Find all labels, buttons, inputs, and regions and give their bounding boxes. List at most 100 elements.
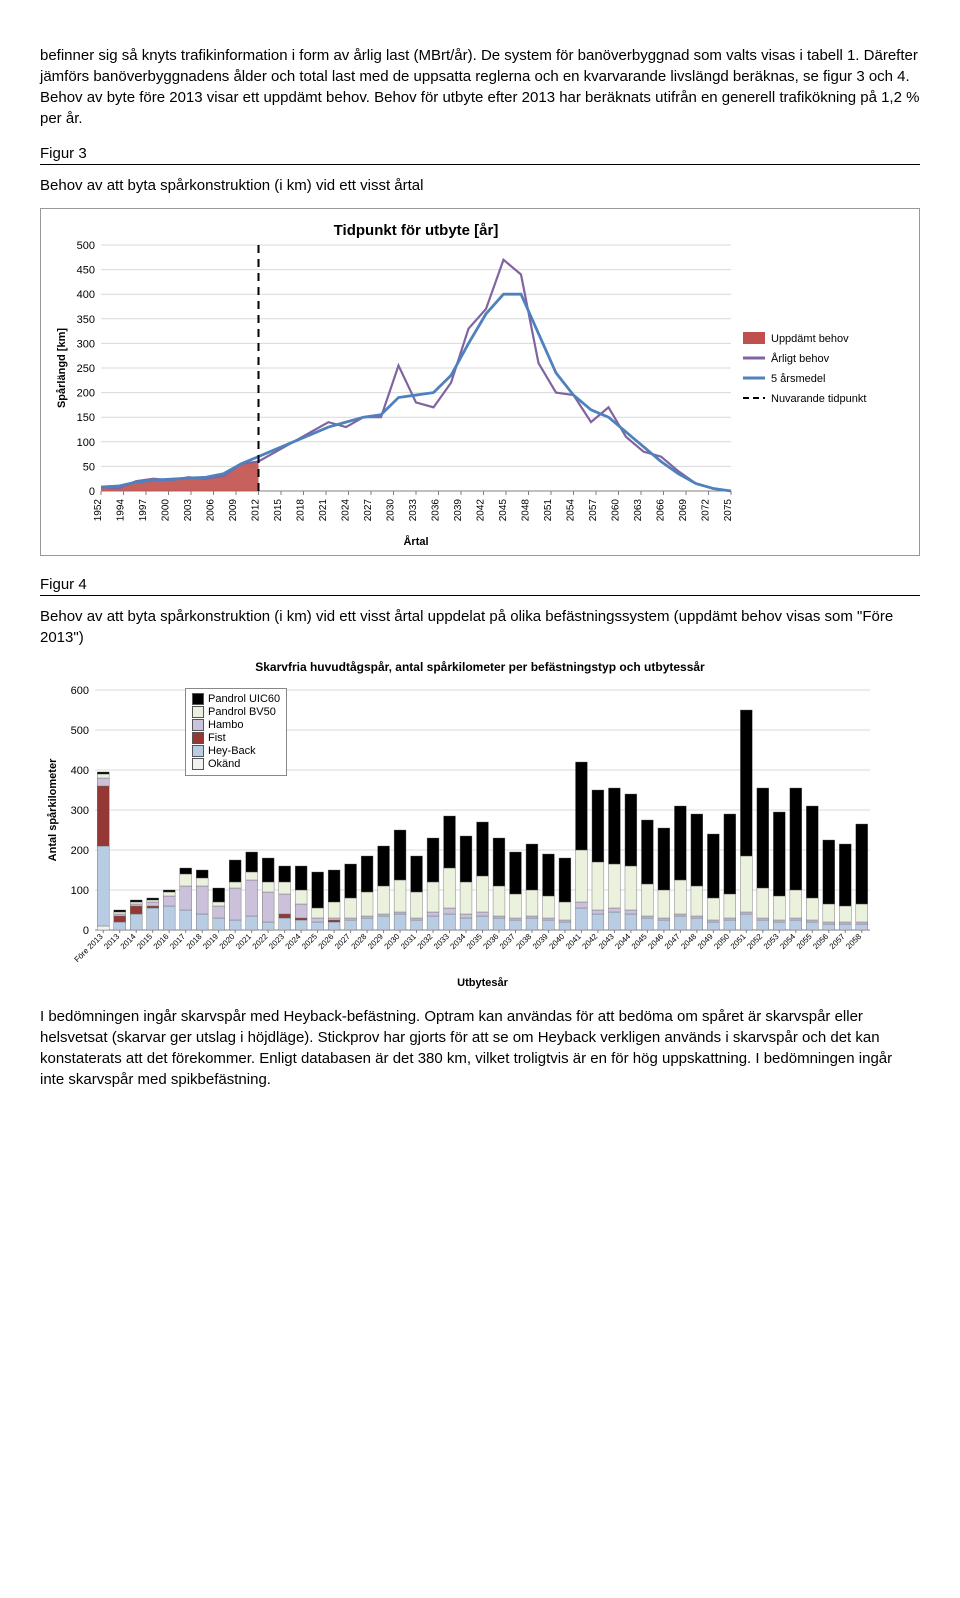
svg-text:2009: 2009 [228,499,239,522]
svg-text:2038: 2038 [514,932,533,951]
svg-text:350: 350 [77,314,95,326]
svg-text:2049: 2049 [696,932,715,951]
svg-text:2015: 2015 [135,932,154,951]
svg-text:2021: 2021 [318,499,329,522]
svg-text:2072: 2072 [701,499,712,522]
svg-text:2048: 2048 [679,932,698,951]
svg-text:2051: 2051 [729,932,748,951]
svg-text:100: 100 [71,885,89,897]
svg-text:2020: 2020 [218,932,237,951]
svg-text:2050: 2050 [712,932,731,951]
svg-text:0: 0 [89,486,95,498]
svg-text:2048: 2048 [521,499,532,522]
svg-text:1952: 1952 [93,499,104,522]
svg-text:5 årsmedel: 5 årsmedel [771,373,825,385]
svg-text:100: 100 [77,437,95,449]
svg-text:2051: 2051 [543,499,554,522]
figure3-title: Behov av att byta spårkonstruktion (i km… [40,175,920,196]
svg-text:2053: 2053 [762,932,781,951]
svg-text:Tidpunkt för utbyte [år]: Tidpunkt för utbyte [år] [334,222,499,239]
svg-text:2042: 2042 [580,932,599,951]
figure3-label: Figur 3 [40,145,920,162]
svg-text:500: 500 [77,240,95,252]
svg-text:400: 400 [77,289,95,301]
figure3-svg: Tidpunkt för utbyte [år] 0 50 100 150 200 250 3… [51,219,891,549]
svg-text:2045: 2045 [630,932,649,951]
svg-text:2057: 2057 [828,932,847,951]
svg-text:2055: 2055 [795,932,814,951]
svg-text:2045: 2045 [498,499,509,522]
svg-text:2052: 2052 [745,932,764,951]
figure4-legend: Pandrol UIC60Pandrol BV50HamboFistHey-Ba… [185,688,287,776]
svg-text:2017: 2017 [168,932,187,951]
svg-text:2066: 2066 [656,499,667,522]
svg-text:2023: 2023 [267,932,286,951]
svg-text:2041: 2041 [564,932,583,951]
svg-text:2033: 2033 [432,932,451,951]
svg-text:250: 250 [77,363,95,375]
svg-text:200: 200 [77,388,95,400]
svg-text:1994: 1994 [116,499,127,522]
svg-text:2075: 2075 [723,499,734,522]
svg-text:2021: 2021 [234,932,253,951]
svg-text:2000: 2000 [161,499,172,522]
figure4-title: Behov av att byta spårkonstruktion (i km… [40,606,920,648]
svg-text:2060: 2060 [611,499,622,522]
svg-text:2034: 2034 [448,932,467,951]
svg-text:600: 600 [71,685,89,697]
svg-text:2015: 2015 [273,499,284,522]
svg-text:Uppdämt behov: Uppdämt behov [771,333,849,345]
svg-text:2039: 2039 [453,499,464,522]
svg-text:2036: 2036 [481,932,500,951]
svg-text:300: 300 [77,338,95,350]
svg-text:2069: 2069 [678,499,689,522]
svg-text:50: 50 [83,461,95,473]
svg-text:200: 200 [71,845,89,857]
svg-text:2054: 2054 [778,932,797,951]
svg-text:0: 0 [83,925,89,937]
svg-text:2042: 2042 [476,499,487,522]
svg-text:2028: 2028 [350,932,369,951]
svg-text:Utbytesår: Utbytesår [457,977,508,989]
svg-text:150: 150 [77,412,95,424]
svg-text:2039: 2039 [531,932,550,951]
svg-text:2056: 2056 [811,932,830,951]
intro-paragraph: befinner sig så knyts trafikinformation … [40,45,920,129]
svg-text:2018: 2018 [296,499,307,522]
svg-text:2031: 2031 [399,932,418,951]
figure4-svg: 0 100 200 300 400 500 600 Antal spårkilometer Ut… [40,680,880,990]
figure4-label: Figur 4 [40,576,920,593]
svg-text:Antal spårkilometer: Antal spårkilometer [47,758,59,861]
svg-text:2032: 2032 [415,932,434,951]
svg-text:2027: 2027 [333,932,352,951]
figure3-chart: Tidpunkt för utbyte [år] 0 50 100 150 200 250 3… [40,208,920,556]
svg-text:2037: 2037 [498,932,517,951]
svg-text:2012: 2012 [251,499,262,522]
svg-text:Spårlängd [km]: Spårlängd [km] [56,328,68,408]
svg-text:2024: 2024 [284,932,303,951]
svg-text:2014: 2014 [119,932,138,951]
svg-text:2003: 2003 [183,499,194,522]
svg-text:2057: 2057 [588,499,599,522]
svg-text:2006: 2006 [206,499,217,522]
svg-text:400: 400 [71,765,89,777]
svg-text:1997: 1997 [138,499,149,522]
figure3-rule [40,164,920,165]
svg-text:500: 500 [71,725,89,737]
svg-text:2013: 2013 [102,932,121,951]
svg-text:2033: 2033 [408,499,419,522]
svg-text:2030: 2030 [383,932,402,951]
svg-text:2043: 2043 [597,932,616,951]
svg-text:2027: 2027 [363,499,374,522]
figure4-chart: Skarvfria huvudtågspår, antal spårkilome… [40,660,920,990]
svg-text:2044: 2044 [613,932,632,951]
svg-text:2029: 2029 [366,932,385,951]
outro-paragraph: I bedömningen ingår skarvspår med Heybac… [40,1006,920,1090]
svg-text:2025: 2025 [300,932,319,951]
figure4-rule [40,595,920,596]
svg-text:Årtal: Årtal [403,535,428,548]
svg-text:300: 300 [71,805,89,817]
svg-text:2058: 2058 [844,932,863,951]
svg-text:Årligt behov: Årligt behov [771,352,830,365]
svg-text:2030: 2030 [386,499,397,522]
